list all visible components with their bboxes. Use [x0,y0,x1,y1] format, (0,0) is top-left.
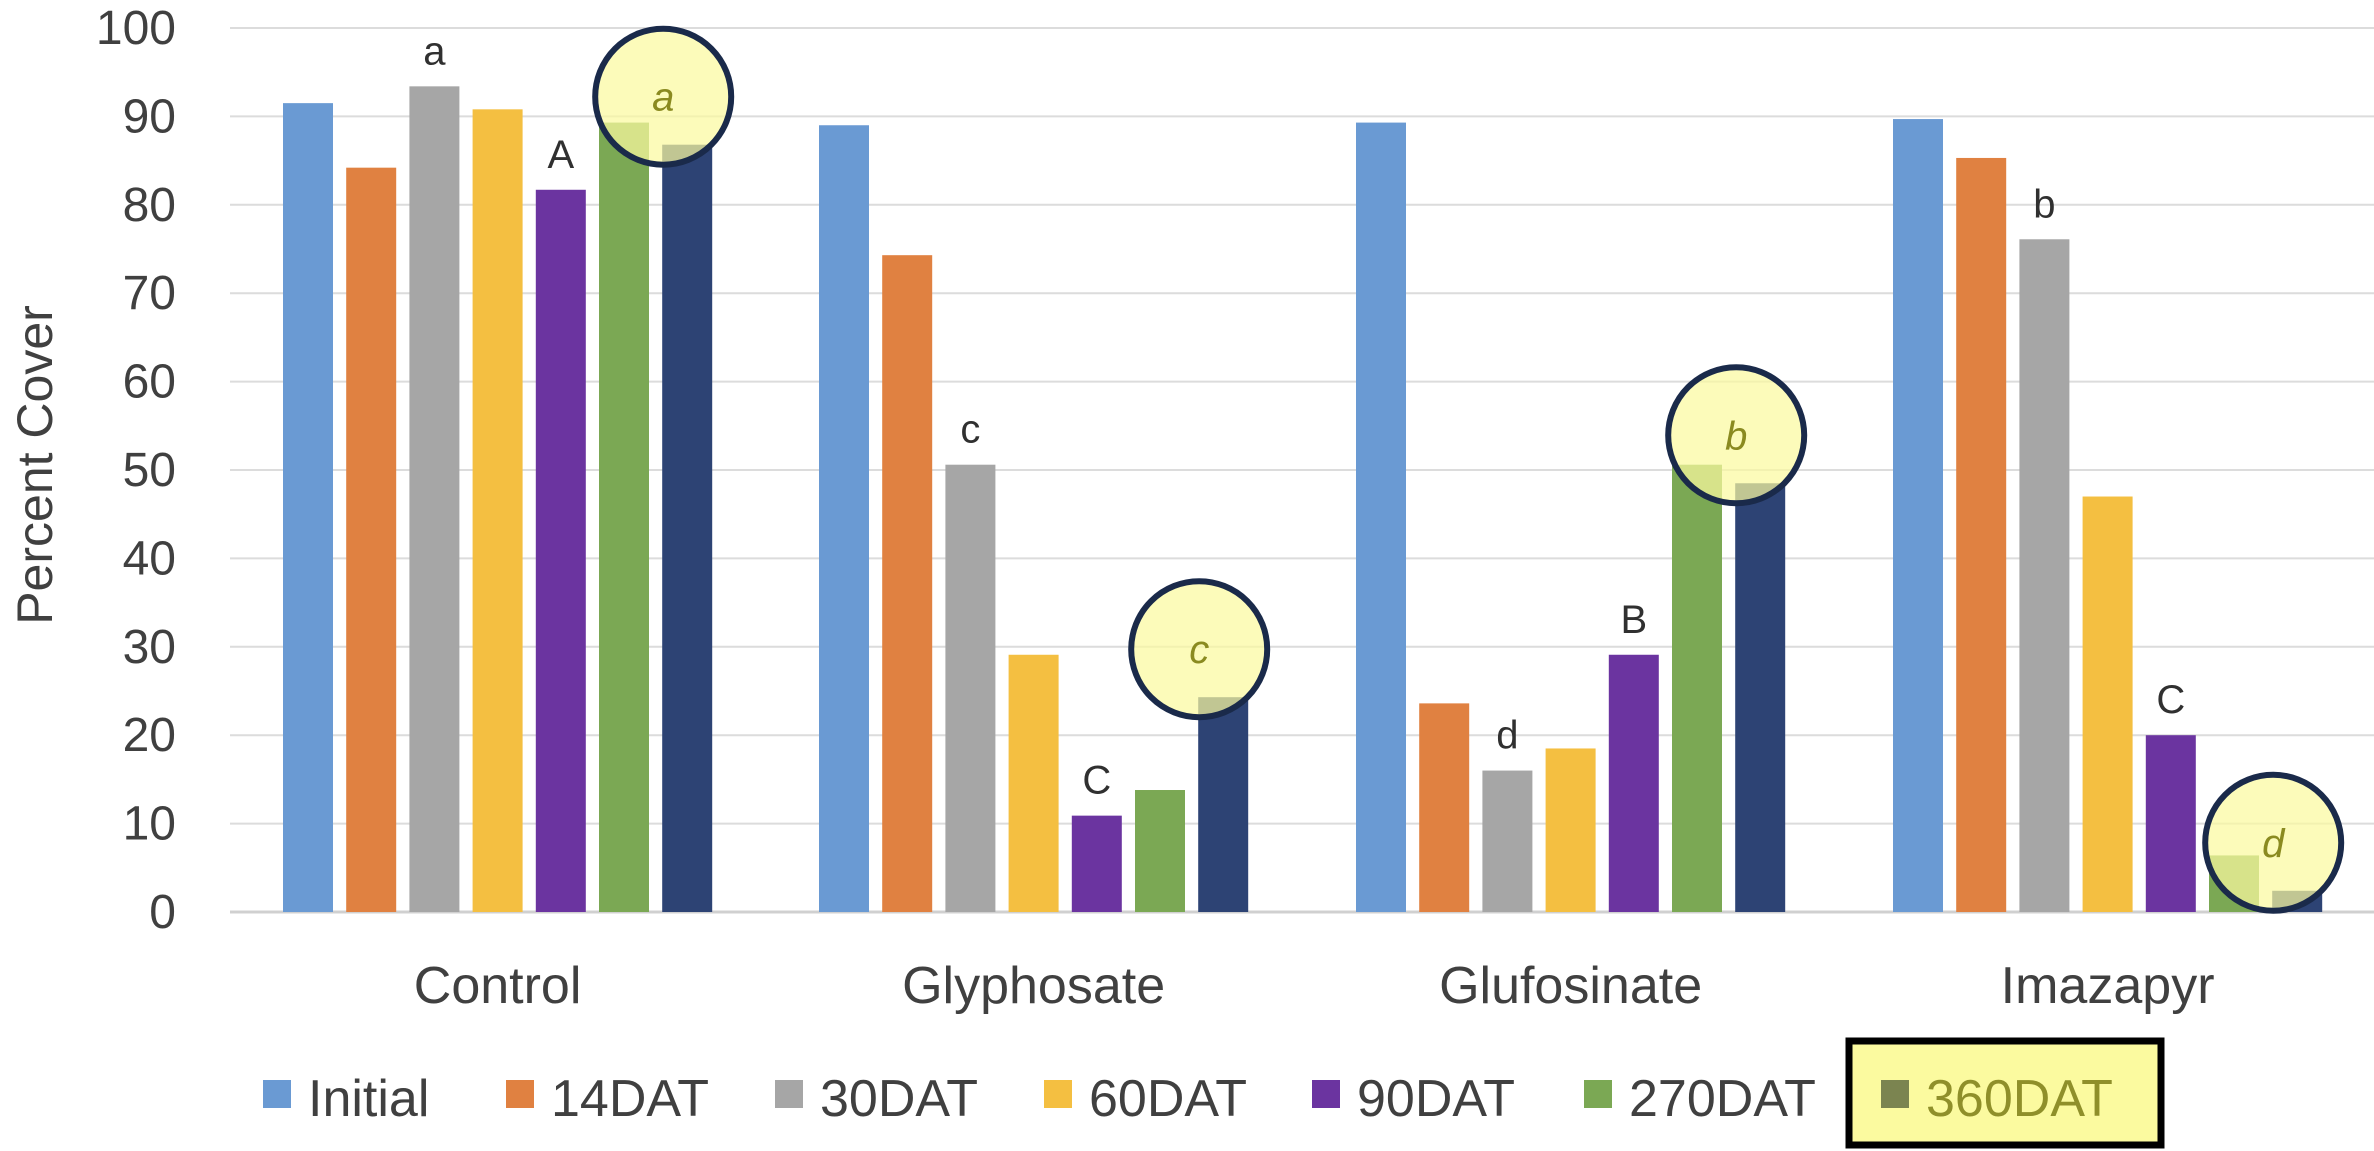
legend-label-30dat: 30DAT [820,1070,978,1128]
highlight-circle [1665,364,1808,507]
y-tick-label: 90 [123,90,176,143]
bar-270dat-control [599,122,649,912]
bar-360dat-glufosinate [1735,483,1786,912]
y-tick-label: 100 [96,2,176,55]
significance-letter: b [1725,414,1747,458]
legend-swatch-14dat [506,1080,534,1108]
x-category-label: Imazapyr [2001,957,2215,1015]
bar-60dat-glufosinate [1545,748,1596,912]
bar-90dat-glufosinate [1608,654,1659,912]
highlight-circle [592,25,735,168]
gridlines [230,27,2374,914]
bar-30dat-control [409,86,460,913]
significance-letter: d [2262,822,2286,866]
bar-360dat-glyphosate [1198,697,1249,912]
legend-label-60dat: 60DAT [1089,1070,1247,1128]
y-tick-label: 10 [123,798,176,851]
x-category-label: Control [414,957,582,1015]
bar-30dat-imazapyr [2019,239,2070,912]
legend-swatch-270dat [1584,1080,1612,1108]
bar-initial-glyphosate [819,125,869,913]
bar-14dat-imazapyr [1956,157,2007,912]
legend: Initial 14DAT 30DAT 60DAT 90DAT 270DAT 360DAT [263,1037,2165,1149]
y-tick-label: 80 [123,179,176,232]
bar-30dat-glyphosate [945,464,996,912]
bar-60dat-control [472,109,523,912]
legend-swatch-90dat [1312,1080,1340,1108]
y-tick-label: 50 [123,444,176,497]
significance-letter: A [547,133,574,177]
legend-label-initial: Initial [308,1070,429,1128]
legend-label-14dat: 14DAT [551,1070,709,1128]
bar-270dat-glufosinate [1672,464,1722,912]
legend-label-360dat: 360DAT [1926,1070,2113,1128]
bar-270dat-glyphosate [1135,790,1185,912]
bar-360dat-control [662,144,713,913]
significance-letter: b [2033,182,2055,226]
bar-initial-control [283,103,333,912]
legend-swatch-360dat [1881,1080,1909,1108]
significance-letter: d [1496,714,1518,758]
y-tick-label: 40 [123,532,176,585]
bar-60dat-imazapyr [2082,496,2133,912]
x-category-label: Glyphosate [902,957,1165,1015]
significance-letter: c [960,408,980,452]
bar-90dat-control [535,189,586,913]
legend-swatch-60dat [1044,1080,1072,1108]
bars [283,86,2323,913]
significance-labels: a Aa c Cc d Bb b Cd [423,25,2345,914]
legend-label-90dat: 90DAT [1357,1070,1515,1128]
legend-label-270dat: 270DAT [1629,1070,1816,1128]
highlight-circle [2202,771,2345,914]
y-tick-label: 0 [149,886,176,939]
significance-letter: C [2156,678,2185,722]
bar-initial-imazapyr [1893,119,1943,912]
y-tick-label: 30 [123,621,176,674]
y-axis-title: Percent Cover [7,305,63,625]
y-tick-label: 60 [123,356,176,409]
significance-letter: C [1082,759,1111,803]
legend-swatch-initial [263,1080,291,1108]
bar-30dat-glufosinate [1482,770,1533,912]
x-axis-categories: Control Glyphosate Glufosinate Imazapyr [414,957,2215,1015]
highlight-circle [1128,578,1271,721]
bar-14dat-glyphosate [882,255,933,913]
x-category-label: Glufosinate [1439,957,1702,1015]
bar-90dat-imazapyr [2145,735,2196,912]
legend-swatch-30dat [775,1080,803,1108]
bar-14dat-control [346,167,397,912]
significance-letter: a [423,29,446,73]
significance-letter: B [1620,598,1647,642]
y-tick-label: 20 [123,709,176,762]
bar-90dat-glyphosate [1071,815,1122,912]
significance-letter: c [1189,628,1209,672]
significance-letter: a [652,76,674,120]
y-tick-label: 70 [123,267,176,320]
bar-14dat-glufosinate [1419,703,1470,912]
bar-60dat-glyphosate [1008,654,1059,912]
bar-initial-glufosinate [1356,122,1406,912]
y-axis-ticks: 0 10 20 30 40 50 60 70 80 90 100 [96,2,176,939]
